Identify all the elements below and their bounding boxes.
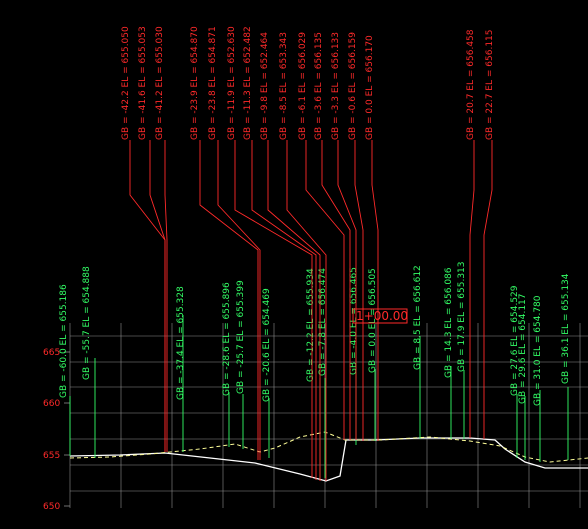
red-leader-line (286, 140, 327, 481)
red-leader-line (217, 140, 261, 460)
red-callout-label: GB = -3.3 EL = 656.133 (331, 32, 341, 140)
green-callout: GB = 14.3 EL = 656.086 (444, 267, 454, 439)
green-callout: GB = 17.9 EL = 655.313 (457, 262, 467, 439)
red-callout-label: GB = -6.1 EL = 656.029 (298, 32, 308, 140)
elevation-label: 655 (43, 451, 60, 461)
red-callout: GB = 22.7 EL = 656.115 (483, 30, 495, 439)
red-leader-line (251, 140, 317, 480)
elevation-label: 650 (43, 502, 60, 512)
red-callout-label: GB = -23.8 EL = 654.871 (208, 26, 218, 140)
red-callout-label: GB = 20.7 EL = 656.458 (466, 29, 476, 140)
green-callout: GB = -25.7 EL = 655.399 (236, 280, 246, 449)
green-callout-label: GB = 17.9 EL = 655.313 (457, 262, 467, 373)
red-callout: GB = -41.6 EL = 655.053 (138, 26, 166, 452)
red-callout: GB = -3.6 EL = 656.135 (314, 32, 351, 440)
red-leader-line (371, 140, 379, 441)
red-callout-label: GB = -11.3 EL = 652.482 (243, 26, 253, 140)
red-callout: GB = 20.7 EL = 656.458 (466, 29, 476, 438)
red-callout: GB = -11.3 EL = 652.482 (243, 26, 317, 480)
green-callout-label: GB = -25.7 EL = 655.399 (236, 280, 246, 394)
green-callout-label: GB = -12.2 EL = 655.934 (306, 268, 316, 382)
elevation-label: 660 (43, 399, 60, 409)
green-callout-label: GB = -20.6 EL = 654.469 (262, 288, 272, 402)
green-callout-label: GB = 14.3 EL = 656.086 (444, 267, 454, 378)
red-callout: GB = -8.5 EL = 653.343 (279, 32, 327, 481)
green-callout: GB = 31.0 EL = 654.780 (533, 295, 543, 462)
red-callout-label: GB = -11.9 EL = 652.630 (227, 26, 237, 140)
green-callout-label: GB = -60.0 EL = 655.186 (59, 284, 69, 398)
red-callout: GB = 0.0 EL = 656.170 (365, 35, 379, 441)
green-callout-label: GB = 0.0 EL = 656.505 (368, 268, 378, 373)
green-callout-label: GB = 8.5 EL = 656.612 (413, 265, 423, 370)
green-callout: GB = 36.1 EL = 655.134 (561, 273, 571, 460)
red-callout-label: GB = -23.9 EL = 654.870 (190, 26, 200, 140)
green-callouts: GB = -60.0 EL = 655.186 GB = -55.7 EL = 6… (59, 262, 571, 478)
green-callout-label: GB = -28.6 EL = 655.896 (222, 282, 232, 396)
red-leader-line (321, 140, 351, 440)
green-callout: GB = 29.6 EL = 654.117 (518, 294, 528, 460)
elevation-axis-labels: 665 660 655 650 (43, 348, 60, 512)
green-callout: GB = -28.6 EL = 655.896 (222, 282, 232, 447)
green-callout-label: GB = 31.0 EL = 654.780 (533, 295, 543, 406)
station-marker[interactable]: 1+00.00 (352, 308, 408, 324)
green-callout-label: GB = -37.4 EL = 655.328 (176, 286, 186, 400)
green-callout-label: GB = 27.6 EL = 654.529 (510, 285, 520, 396)
green-callout: GB = -60.0 EL = 655.186 (59, 284, 71, 456)
green-callout: GB = -20.6 EL = 654.469 (262, 288, 272, 458)
red-leader-line (337, 140, 357, 440)
red-callout: GB = -23.8 EL = 654.871 (208, 26, 261, 460)
green-callout-label: GB = -4.0 EL = 656.465 (349, 267, 359, 375)
station-label: 1+00.00 (356, 309, 408, 323)
green-callout-label: GB = 29.6 EL = 654.117 (518, 294, 528, 405)
green-callout: GB = 8.5 EL = 656.612 (413, 265, 423, 439)
green-callout: GB = 0.0 EL = 656.505 (368, 268, 378, 441)
red-callouts: GB = -42.2 EL = 655.050 GB = -41.6 EL = 6… (121, 26, 495, 481)
red-leader-line (305, 140, 345, 440)
red-callout-label: GB = -41.2 EL = 655.030 (155, 26, 165, 140)
green-callout-label: GB = -7.8 EL = 656.474 (318, 268, 328, 376)
red-callout-label: GB = -3.6 EL = 656.135 (314, 32, 324, 140)
red-leader-line (164, 140, 168, 452)
red-callout-label: GB = 22.7 EL = 656.115 (485, 30, 495, 141)
red-callout: GB = -9.8 EL = 652.464 (260, 32, 321, 481)
red-callout-label: GB = -0.6 EL = 656.159 (348, 32, 358, 140)
red-callout-label: GB = -8.5 EL = 653.343 (279, 32, 289, 140)
red-callout-label: GB = -41.6 EL = 655.053 (138, 26, 148, 140)
red-callout-label: GB = -42.2 EL = 655.050 (121, 26, 131, 140)
station-marker-box (352, 308, 408, 324)
red-leader-line (354, 140, 364, 441)
red-leader-line (199, 140, 259, 460)
green-callout: GB = 27.6 EL = 654.529 (510, 285, 520, 458)
red-callout: GB = -23.9 EL = 654.870 (190, 26, 259, 460)
red-callout-label: GB = 0.0 EL = 656.170 (365, 35, 375, 140)
red-callout: GB = -41.2 EL = 655.030 (155, 26, 168, 452)
red-leader-line (234, 140, 313, 478)
red-leader-line (483, 140, 493, 439)
red-callout: GB = -6.1 EL = 656.029 (298, 32, 345, 440)
green-callout: GB = -7.8 EL = 656.474 (318, 268, 328, 478)
green-callout: GB = -37.4 EL = 655.328 (176, 286, 186, 452)
elevation-label: 665 (43, 348, 60, 358)
red-leader-line (267, 140, 321, 481)
green-callout-label: GB = 36.1 EL = 655.134 (561, 273, 571, 384)
red-leader-line (469, 140, 475, 438)
profile-grid (64, 323, 588, 508)
green-callout: GB = -55.7 EL = 654.888 (82, 266, 96, 458)
red-callout: GB = -11.9 EL = 652.630 (227, 26, 313, 478)
red-leader-line (149, 140, 166, 452)
red-callout: GB = -0.6 EL = 656.159 (348, 32, 364, 441)
green-callout-label: GB = -55.7 EL = 654.888 (82, 266, 92, 380)
red-callout-label: GB = -9.8 EL = 652.464 (260, 32, 270, 140)
red-callout: GB = -3.3 EL = 656.133 (331, 32, 357, 440)
